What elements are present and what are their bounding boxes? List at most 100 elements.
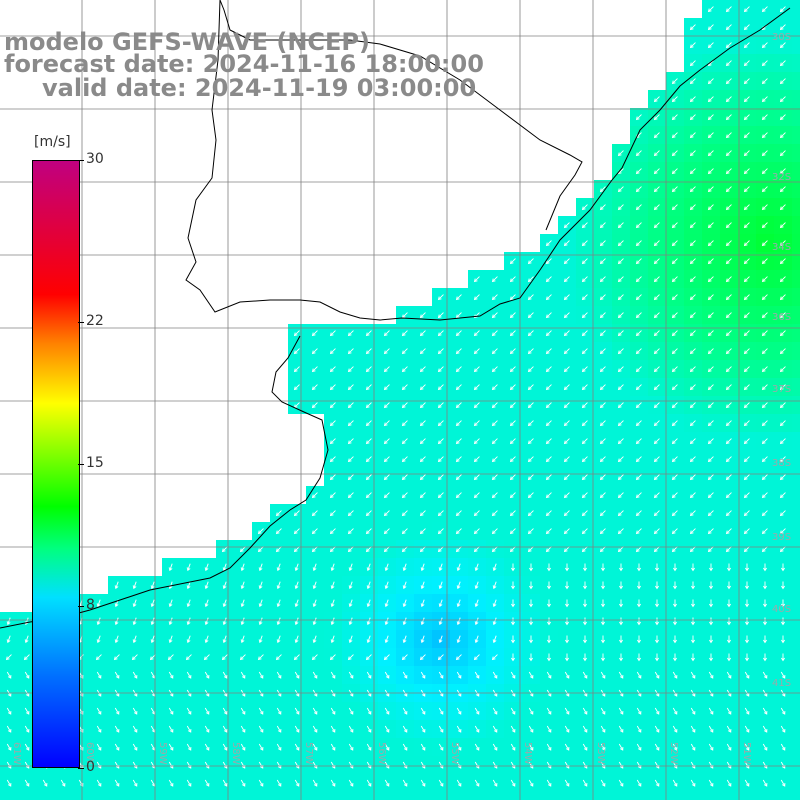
wind-arrow xyxy=(600,438,606,444)
wind-arrow-head xyxy=(259,783,264,787)
wind-arrow xyxy=(600,330,606,336)
wind-arrow-head xyxy=(599,548,604,553)
wind-arrow-head xyxy=(439,747,444,751)
wind-arrow xyxy=(582,384,588,390)
wind-arrow xyxy=(546,312,552,318)
wind-arrow-head xyxy=(743,296,748,301)
wind-arrow-head xyxy=(709,693,714,697)
wind-arrow-head xyxy=(473,314,478,319)
wind-arrow xyxy=(241,581,245,589)
wind-arrow xyxy=(474,384,480,390)
wind-arrow xyxy=(438,492,444,498)
wind-arrow xyxy=(439,599,443,607)
wind-arrow-head xyxy=(61,783,66,787)
wind-arrow xyxy=(618,474,624,480)
wind-arrow-head xyxy=(419,368,424,373)
wind-arrow-head xyxy=(619,621,623,626)
wind-arrow xyxy=(672,492,678,498)
wind-arrow xyxy=(708,60,714,66)
wind-arrow-head xyxy=(707,170,712,175)
wind-speed-cell xyxy=(198,792,216,800)
wind-arrow-head xyxy=(6,639,11,644)
wind-arrow-head xyxy=(383,368,388,373)
wind-arrow-head xyxy=(763,657,767,662)
wind-arrow-head xyxy=(132,639,137,644)
wind-arrow xyxy=(420,725,426,733)
wind-arrow-head xyxy=(691,675,696,679)
wind-arrow xyxy=(132,707,138,715)
wind-arrow-head xyxy=(421,747,426,751)
wind-arrow-head xyxy=(761,440,766,445)
wind-arrow xyxy=(780,78,786,84)
wind-speed-cell xyxy=(792,504,800,522)
wind-arrow xyxy=(349,617,353,625)
wind-arrow xyxy=(313,563,317,571)
wind-arrow xyxy=(600,276,606,282)
wind-arrow-head xyxy=(635,458,640,463)
wind-arrow-head xyxy=(25,747,30,751)
wind-arrow xyxy=(114,654,120,660)
wind-arrow xyxy=(96,707,102,715)
wind-arrow xyxy=(600,510,606,516)
wind-arrow xyxy=(726,725,732,733)
wind-arrow xyxy=(402,707,408,715)
wind-arrow-head xyxy=(671,242,676,247)
wind-arrow xyxy=(420,474,426,480)
wind-arrow-head xyxy=(763,603,767,608)
wind-arrow xyxy=(115,617,119,625)
wind-arrow-head xyxy=(509,314,514,319)
wind-arrow-head xyxy=(527,278,532,283)
wind-arrow-head xyxy=(743,62,748,67)
wind-arrow xyxy=(582,240,588,246)
wind-arrow-head xyxy=(619,747,624,751)
wind-arrow-head xyxy=(565,585,569,590)
wind-arrow-head xyxy=(637,675,642,679)
wind-arrow-head xyxy=(365,368,370,373)
wind-arrow-head xyxy=(653,368,658,373)
wind-arrow xyxy=(618,168,624,174)
wind-arrow-head xyxy=(529,567,533,572)
wind-arrow-head xyxy=(187,729,192,733)
wind-arrow-head xyxy=(527,476,532,481)
wind-arrow xyxy=(762,743,768,751)
wind-arrow-head xyxy=(365,548,370,553)
wind-arrow-head xyxy=(599,458,604,463)
wind-arrow-head xyxy=(671,296,676,301)
wind-arrow-head xyxy=(617,386,622,391)
wind-arrow xyxy=(312,671,318,679)
wind-arrow xyxy=(240,654,246,660)
wind-arrow-head xyxy=(491,386,496,391)
wind-arrow xyxy=(367,563,371,571)
wind-arrow-head xyxy=(97,675,102,679)
wind-arrow-head xyxy=(761,278,766,283)
wind-arrow-head xyxy=(509,350,514,355)
wind-arrow-head xyxy=(421,675,426,679)
wind-arrow-head xyxy=(689,332,694,337)
wind-arrow-head xyxy=(635,422,640,427)
wind-arrow-head xyxy=(673,567,677,572)
wind-arrow xyxy=(474,725,480,733)
wind-arrow-head xyxy=(655,621,659,626)
wind-arrow-head xyxy=(511,603,515,608)
wind-arrow xyxy=(330,528,336,534)
wind-arrow xyxy=(456,743,462,751)
wind-arrow-head xyxy=(707,512,712,517)
wind-arrow-head xyxy=(725,134,730,139)
wind-arrow xyxy=(672,420,678,426)
wind-arrow-head xyxy=(401,530,406,535)
wind-arrow-head xyxy=(509,530,514,535)
wind-arrow xyxy=(618,743,624,751)
wind-arrow-head xyxy=(438,621,443,626)
wind-arrow-head xyxy=(491,458,496,463)
wind-arrow-head xyxy=(581,296,586,301)
wind-arrow xyxy=(366,456,372,462)
wind-arrow-head xyxy=(457,693,462,697)
wind-arrow xyxy=(313,599,317,607)
wind-arrow xyxy=(636,348,642,354)
wind-speed-cell xyxy=(774,792,792,800)
wind-arrow-head xyxy=(581,548,586,553)
wind-arrow xyxy=(582,204,588,210)
wind-arrow-head xyxy=(727,711,732,715)
wind-arrow xyxy=(42,779,48,787)
wind-arrow xyxy=(186,707,192,715)
